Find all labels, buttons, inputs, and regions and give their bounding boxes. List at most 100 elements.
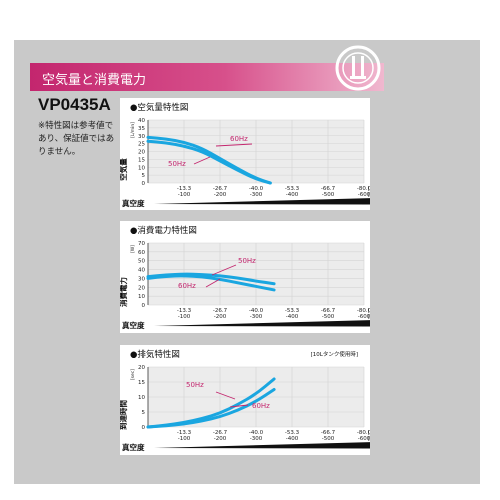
exhaust-xtick-kpa: -26.7 [213,430,228,436]
power-chart-title: ●消費電力特性図 [130,226,197,236]
power-xtick-kpa: -53.3 [285,308,300,314]
power-xtick-mmhg: -200 [214,314,227,320]
power-x-axis-arrow [154,320,370,327]
power-ytick-label: 0 [142,303,146,309]
power-xtick-mmhg: -300 [250,314,263,320]
airflow-chart-panel: ●空気量特性図 0 5 10 15 20 25 30 35 40 [L/min] 空気量 -13.3-… [120,98,370,210]
model-number: VP0435A [38,95,111,114]
exhaust-ytick-label: 0 [142,425,146,431]
airflow-xtick-kpa: -26.7 [213,186,228,192]
exhaust-xtick-kpa: -80.0 [357,430,370,436]
airflow-xtick-mmhg: -400 [286,192,299,198]
power-xtick-kpa: -40.0 [249,308,264,314]
power-ytick-label: 50 [138,259,145,265]
exhaust-xtick-mmhg: -300 [250,436,263,442]
exhaust-x-axis-arrow [154,442,370,449]
power-xtick-mmhg: -100 [178,314,191,320]
airflow-ytick-label: 15 [138,157,145,163]
power-x-axis-label: 真空度 [122,320,145,330]
power-xtick-mmhg: -600 [358,314,370,320]
airflow-xtick-kpa: -66.7 [321,186,336,192]
exhaust-xtick-kpa: -53.3 [285,430,300,436]
airflow-ytick-label: 20 [138,150,145,156]
exhaust-chart: 0 5 10 15 20[sec] 到達時間 -13.3 -26.7 -40.0 -53.3 -66… [120,365,370,452]
power-series-label: 60Hz [178,282,196,290]
airflow-xtick-mmhg: -300 [250,192,263,198]
airflow-xtick-kpa: -40.0 [249,186,264,192]
exhaust-ytick-label: 20 [138,365,145,371]
power-ytick-label: 40 [138,268,145,274]
power-xtick-mmhg: -400 [286,314,299,320]
section-banner [30,63,384,91]
power-ytick-label: 60 [138,250,145,256]
power-ytick-label: 10 [138,294,145,300]
exhaust-x-unit-kpa: [kPa] [368,430,370,436]
exhaust-xtick-mmhg: -200 [214,436,227,442]
power-xtick-mmhg: -500 [322,314,335,320]
power-y-unit: [W] [130,245,136,253]
airflow-callout-line [193,156,211,165]
power-xtick-kpa: -13.3 [177,308,192,314]
power-y-axis-label: 消費電力 [120,277,128,307]
exhaust-y-axis-label: 到達時間 [120,400,128,430]
power-x-unit-kpa: [kPa] [368,308,370,314]
airflow-xtick-kpa: -53.3 [285,186,300,192]
power-series-line [146,274,276,292]
airflow-x-axis-label: 真空度 [122,198,145,208]
product-logo-icon [335,45,381,91]
airflow-y-unit: [L/min] [130,122,136,138]
airflow-xtick-kpa: -80.0 [357,186,370,192]
section-title: 空気量と消費電力 [42,73,147,88]
power-chart-panel: ●消費電力特性図 0 10 20 30 40 50 60 70 [W] 消費電力 -13.3 -26.… [120,221,370,333]
exhaust-xtick-kpa: -13.3 [177,430,192,436]
airflow-ytick-label: 5 [142,173,146,179]
exhaust-series-label: 50Hz [186,381,204,389]
airflow-ytick-label: 25 [138,142,145,148]
exhaust-chart-panel: ●排気特性図 [10Lタンク使用時] 0 5 10 15 20 [sec] 到達時間 -13.… [120,345,370,455]
power-x-unit-mmhg: [mmHg] [368,314,370,320]
airflow-ytick-label: 40 [138,118,145,124]
airflow-x-axis-arrow [154,198,370,205]
power-ytick-label: 70 [138,241,145,247]
exhaust-callout-line [229,404,249,408]
airflow-chart-title: ●空気量特性図 [130,103,189,113]
power-series-label: 50Hz [238,257,256,265]
exhaust-ytick-label: 10 [138,395,145,401]
airflow-series-label: 60Hz [230,135,248,143]
airflow-xtick-mmhg: -500 [322,192,335,198]
airflow-xtick-mmhg: -100 [178,192,191,198]
power-chart: 0 10 20 30 40 50 60 70[W] 消費電力 -13.3 -26.7 -40.0 -53… [120,241,370,330]
exhaust-x-axis-label: 真空度 [122,442,145,452]
exhaust-series-label: 60Hz [252,402,270,410]
airflow-y-axis-label: 空気量 [120,158,128,181]
exhaust-xtick-kpa: -40.0 [249,430,264,436]
exhaust-ytick-label: 15 [138,380,145,386]
airflow-ytick-label: 10 [138,165,145,171]
exhaust-xtick-mmhg: -500 [322,436,335,442]
airflow-xtick-mmhg: -200 [214,192,227,198]
exhaust-xtick-mmhg: -400 [286,436,299,442]
airflow-ytick-label: 35 [138,126,145,132]
airflow-ytick-label: 0 [142,181,146,187]
exhaust-xtick-mmhg: -600 [358,436,370,442]
exhaust-series-line [146,388,276,429]
power-xtick-kpa: -66.7 [321,308,336,314]
airflow-series-label: 50Hz [168,160,186,168]
power-ytick-label: 20 [138,285,145,291]
airflow-xtick-mmhg: -600 [358,192,370,198]
power-xtick-kpa: -26.7 [213,308,228,314]
exhaust-xtick-kpa: -66.7 [321,430,336,436]
airflow-series-line [146,139,272,185]
airflow-ytick-label: 30 [138,134,145,140]
exhaust-x-unit-mmhg: [mmHg] [368,436,370,442]
exhaust-chart-subtitle: [10Lタンク使用時] [310,352,358,358]
exhaust-callout-line [215,391,236,400]
exhaust-chart-title: ●排気特性図 [130,350,180,360]
power-xtick-kpa: -80.0 [357,308,370,314]
power-callout-line [205,278,221,288]
reference-note: ※特性図は参考値であり、保証値ではありません。 [38,121,115,157]
power-callout-line [211,264,237,276]
power-ytick-label: 30 [138,276,145,282]
airflow-callout-line [215,143,253,147]
